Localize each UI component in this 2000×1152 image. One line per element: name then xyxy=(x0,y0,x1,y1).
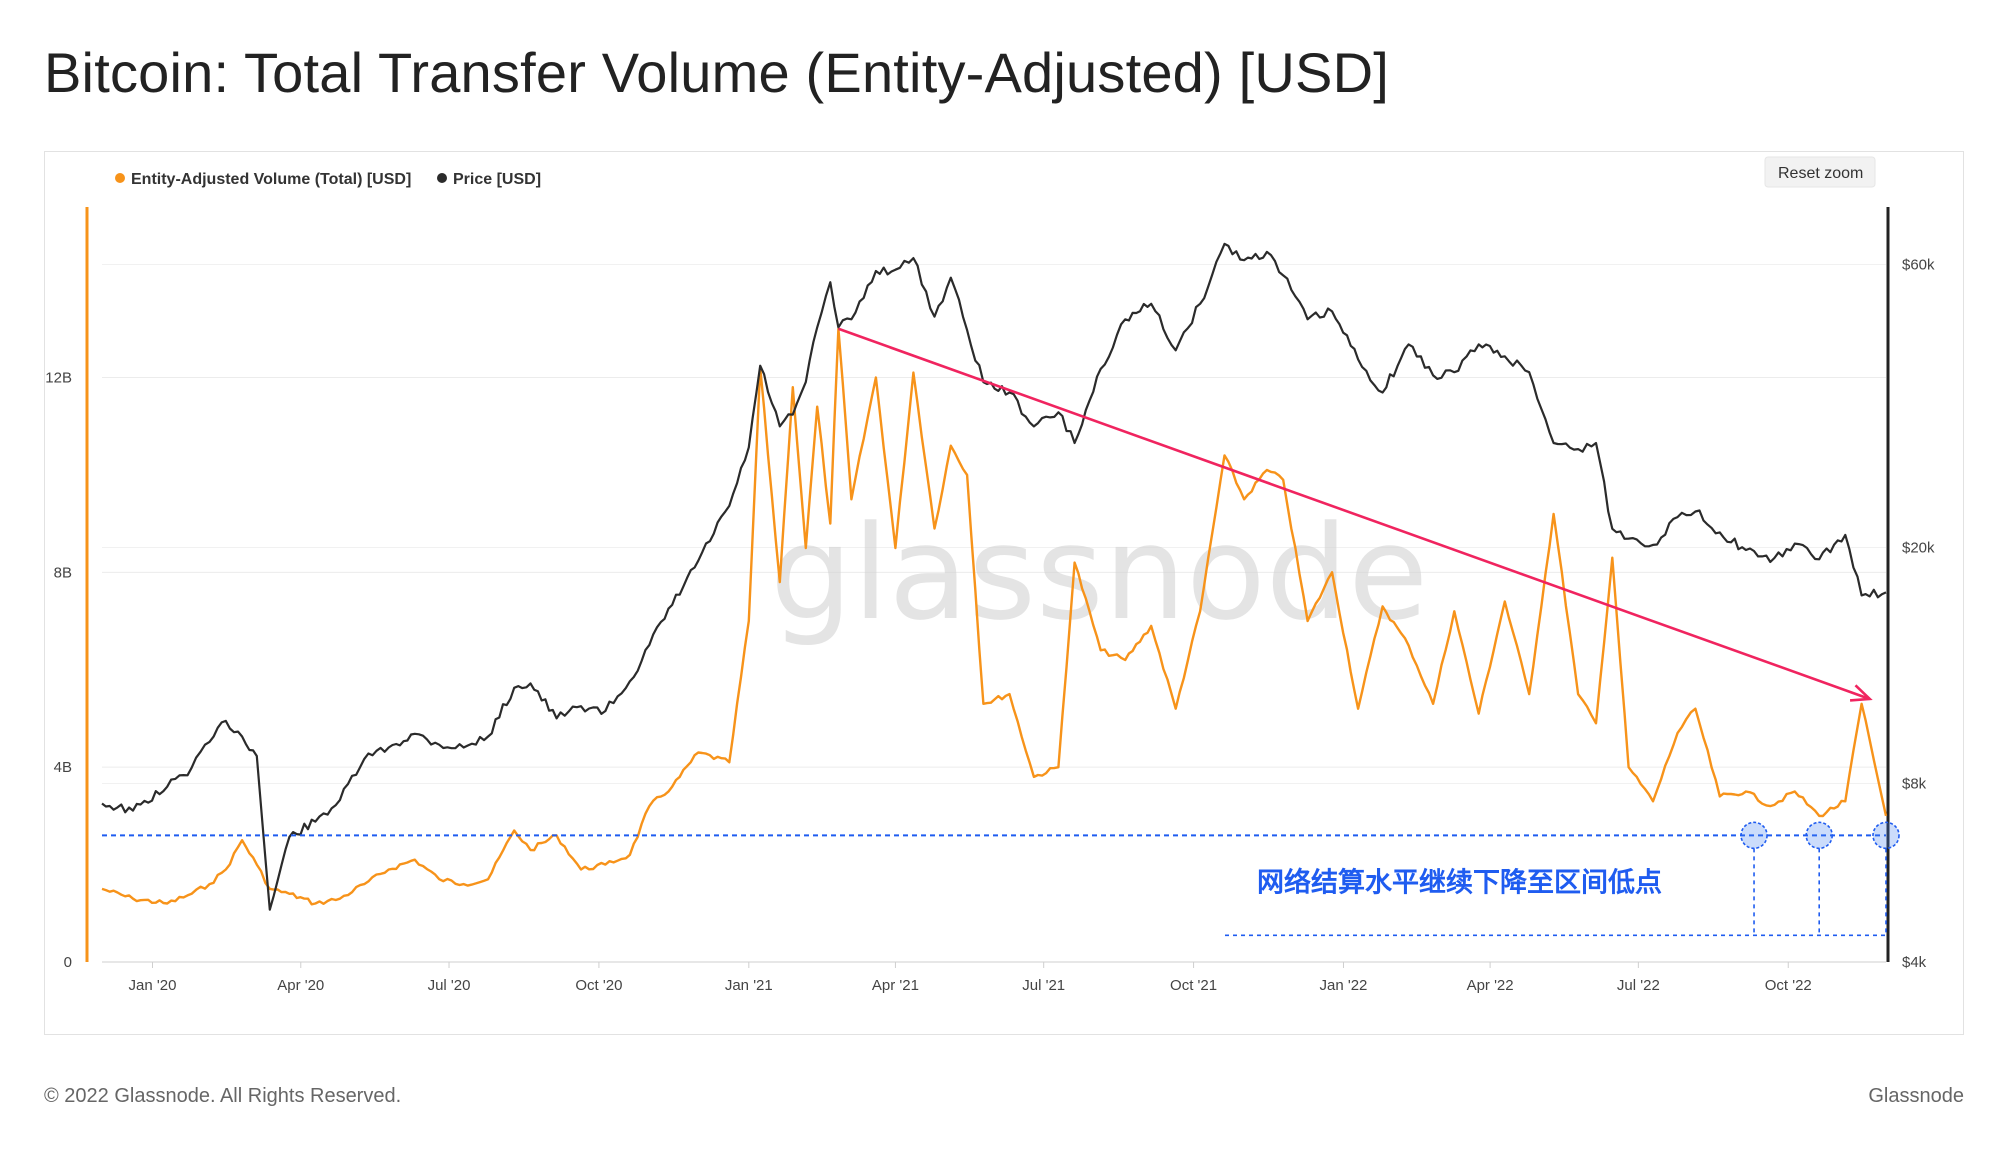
y-left-tick-label: 12B xyxy=(45,369,72,386)
reset-zoom-label[interactable]: Reset zoom xyxy=(1778,165,1863,182)
chart-svg: glassnode Entity-Adjusted Volume (Total)… xyxy=(45,156,1935,994)
x-tick-label: Apr '21 xyxy=(872,977,919,994)
x-tick-label: Jan '20 xyxy=(129,977,177,994)
x-tick-label: Oct '20 xyxy=(575,977,622,994)
axes: 0 4B 8B 12B $4k $8k $20k $60k Jan '20 Apr '20 Jul … xyxy=(45,207,1935,994)
x-tick-label: Jul '20 xyxy=(428,977,471,994)
series xyxy=(101,242,1888,911)
footer-brand: Glassnode xyxy=(1868,1085,1964,1107)
footer-copyright: © 2022 Glassnode. All Rights Reserved. xyxy=(44,1085,402,1107)
y-right-tick-label: $4k xyxy=(1902,954,1927,971)
y-right-tick-label: $8k xyxy=(1902,775,1927,792)
support-marker xyxy=(1740,821,1768,850)
watermark: glassnode xyxy=(770,497,1428,649)
y-right-tick-label: $20k xyxy=(1902,539,1935,556)
x-tick-label: Oct '22 xyxy=(1765,977,1812,994)
trend-arrow-head xyxy=(1849,684,1873,702)
legend-label-volume[interactable]: Entity-Adjusted Volume (Total) [USD] xyxy=(131,171,411,188)
series-line-price xyxy=(101,242,1887,911)
reset-zoom-button[interactable]: Reset zoom xyxy=(1764,156,1876,188)
x-tick-label: Jul '22 xyxy=(1617,977,1660,994)
chart-frame: glassnode Entity-Adjusted Volume (Total)… xyxy=(44,151,1964,1035)
y-right-tick-label: $60k xyxy=(1902,256,1935,273)
y-left-tick-label: 0 xyxy=(64,954,72,971)
x-tick-label: Jul '21 xyxy=(1022,977,1065,994)
trend-line xyxy=(837,327,1871,701)
page-title: Bitcoin: Total Transfer Volume (Entity-A… xyxy=(44,41,1389,104)
x-tick-label: Jan '22 xyxy=(1320,977,1368,994)
y-left-tick-label: 4B xyxy=(54,759,72,776)
legend-label-price[interactable]: Price [USD] xyxy=(453,171,541,188)
x-tick-label: Apr '20 xyxy=(277,977,324,994)
annotation-text: 网络结算水平继续下降至区间低点 xyxy=(1257,866,1662,898)
legend-swatch-price xyxy=(437,173,447,183)
x-tick-label: Apr '22 xyxy=(1467,977,1514,994)
annotations: 网络结算水平继续下降至区间低点 xyxy=(102,327,1900,937)
x-tick-label: Oct '21 xyxy=(1170,977,1217,994)
legend: Entity-Adjusted Volume (Total) [USD] Pri… xyxy=(115,171,541,188)
legend-swatch-volume xyxy=(115,173,125,183)
support-marker xyxy=(1872,821,1900,850)
support-marker xyxy=(1805,821,1834,850)
x-tick-label: Jan '21 xyxy=(725,977,773,994)
y-left-tick-label: 8B xyxy=(54,564,72,581)
series-line-volume xyxy=(101,327,1888,906)
